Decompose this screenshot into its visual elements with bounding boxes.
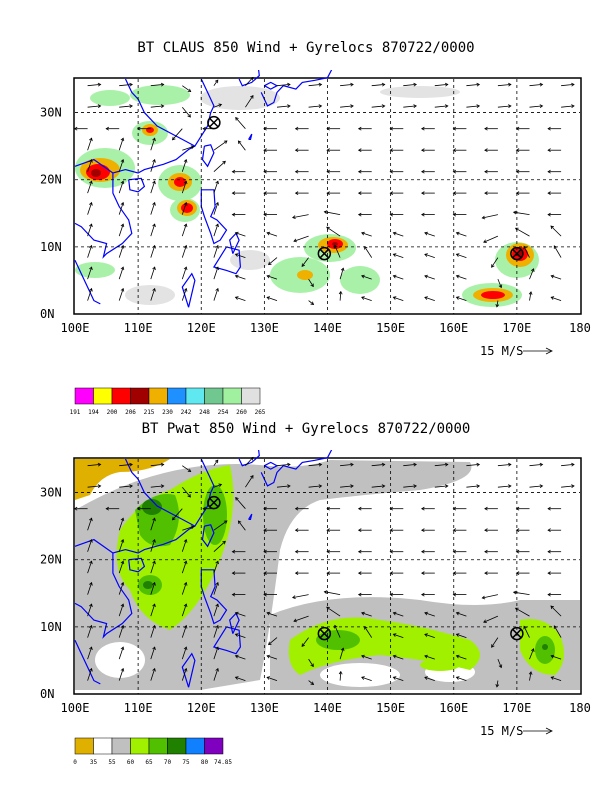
panel1-title: BT CLAUS 850 Wind + Gyrelocs 870722/0000 — [137, 40, 475, 56]
panel1-map: 0N 10N 20N 30N 100E 110E 120E 130E 140E 150E 160E… — [40, 70, 591, 416]
legend-swatch — [148, 387, 168, 405]
lat-label: 10N — [40, 620, 62, 634]
legend-label: 191 — [70, 409, 81, 416]
panel1-coastlines — [74, 70, 333, 308]
lon-label: 140E — [313, 701, 342, 715]
lon-label: 160E — [439, 321, 468, 335]
lat-label: 20N — [40, 173, 62, 187]
legend-swatch — [167, 387, 187, 405]
legend-swatch — [111, 387, 131, 405]
lat-label: 10N — [40, 240, 62, 254]
lon-label: 180 — [569, 701, 591, 715]
legend-label: 75 — [182, 759, 190, 766]
legend-label: 194 — [88, 409, 99, 416]
lon-label: 100E — [61, 701, 90, 715]
legend-label: 230 — [162, 409, 173, 416]
legend-swatch — [74, 737, 94, 755]
lon-label: 170E — [502, 701, 531, 715]
legend-swatch — [148, 737, 168, 755]
panel1-lon-labels: 100E 110E 120E 130E 140E 150E 160E 170E 180 — [61, 321, 591, 335]
legend-label: 35 — [90, 759, 98, 766]
gyre-marker — [510, 246, 524, 261]
panel2-gridlines — [75, 459, 580, 694]
lon-label: 150E — [376, 701, 405, 715]
legend-label: 60 — [127, 759, 135, 766]
lon-label: 140E — [313, 321, 342, 335]
legend-swatch — [93, 387, 113, 405]
panel1-lat-labels: 0N 10N 20N 30N — [40, 106, 62, 321]
lon-label: 130E — [250, 321, 279, 335]
legend-label: 55 — [108, 759, 116, 766]
lon-label: 120E — [187, 701, 216, 715]
legend-label: 65 — [145, 759, 153, 766]
panel2-gyre-markers — [207, 495, 524, 641]
panel1-gridlines — [75, 79, 580, 314]
panel2-title: BT Pwat 850 Wind + Gyrelocs 870722/0000 — [141, 421, 471, 437]
panel1-color-legend: 191 194 200 206 215 230 242 248 254 260 265 — [70, 387, 266, 416]
panel2-pwat-field — [75, 459, 580, 690]
legend-swatch — [167, 737, 187, 755]
panel2-map: 0N 10N 20N 30N 100E 110E 120E 130E 140E 150E 160E… — [40, 450, 591, 766]
panel2-color-legend: 0 35 55 60 65 70 75 80 74.85 — [73, 737, 232, 766]
lon-label: 120E — [187, 321, 216, 335]
legend-label: 215 — [144, 409, 155, 416]
lon-label: 170E — [502, 321, 531, 335]
legend-swatch — [185, 387, 205, 405]
legend-swatch — [93, 737, 113, 755]
panel2-wind-vectors — [73, 456, 575, 688]
legend-swatch — [222, 387, 242, 405]
panel1-cloud-field — [75, 85, 539, 307]
lon-label: 110E — [124, 321, 153, 335]
legend-label: 70 — [164, 759, 172, 766]
panel2-ref-vector-arrow — [523, 727, 553, 735]
lon-label: 130E — [250, 701, 279, 715]
legend-label: 265 — [255, 409, 266, 416]
gyre-marker — [510, 626, 524, 641]
legend-swatch — [204, 387, 224, 405]
lon-label: 150E — [376, 321, 405, 335]
legend-label: 206 — [125, 409, 136, 416]
legend-swatch — [130, 737, 150, 755]
legend-swatch — [185, 737, 205, 755]
legend-swatch — [130, 387, 150, 405]
legend-swatch — [111, 737, 131, 755]
panel2-lon-labels: 100E 110E 120E 130E 140E 150E 160E 170E 180 — [61, 701, 591, 715]
lon-label: 100E — [61, 321, 90, 335]
panel2-ref-vector-label: 15 M/S — [480, 724, 523, 738]
legend-label: 242 — [181, 409, 192, 416]
legend-swatch — [204, 737, 224, 755]
panel1-wind-vectors — [73, 76, 575, 308]
gyre-marker — [317, 626, 332, 641]
legend-label: 0 — [73, 759, 77, 766]
legend-label: 260 — [236, 409, 247, 416]
gyre-marker — [207, 115, 221, 130]
panel1-gyre-markers — [207, 115, 524, 261]
lat-label: 0N — [40, 307, 54, 321]
lat-label: 20N — [40, 553, 62, 567]
legend-label: 80 — [201, 759, 209, 766]
lon-label: 160E — [439, 701, 468, 715]
legend-label: 248 — [199, 409, 210, 416]
panel1-ref-vector-arrow — [523, 347, 553, 355]
lat-label: 30N — [40, 486, 62, 500]
gyre-marker — [317, 246, 332, 261]
legend-label: 254 — [218, 409, 229, 416]
panel2-lat-labels: 0N 10N 20N 30N — [40, 486, 62, 701]
gyre-marker — [207, 495, 221, 510]
lat-label: 0N — [40, 687, 54, 701]
legend-swatch — [74, 387, 94, 405]
lon-label: 180 — [569, 321, 591, 335]
legend-swatch — [241, 387, 261, 405]
legend-label: 74.85 — [214, 759, 232, 766]
lon-label: 110E — [124, 701, 153, 715]
lat-label: 30N — [40, 106, 62, 120]
legend-label: 200 — [107, 409, 118, 416]
panel1-ref-vector-label: 15 M/S — [480, 344, 523, 358]
